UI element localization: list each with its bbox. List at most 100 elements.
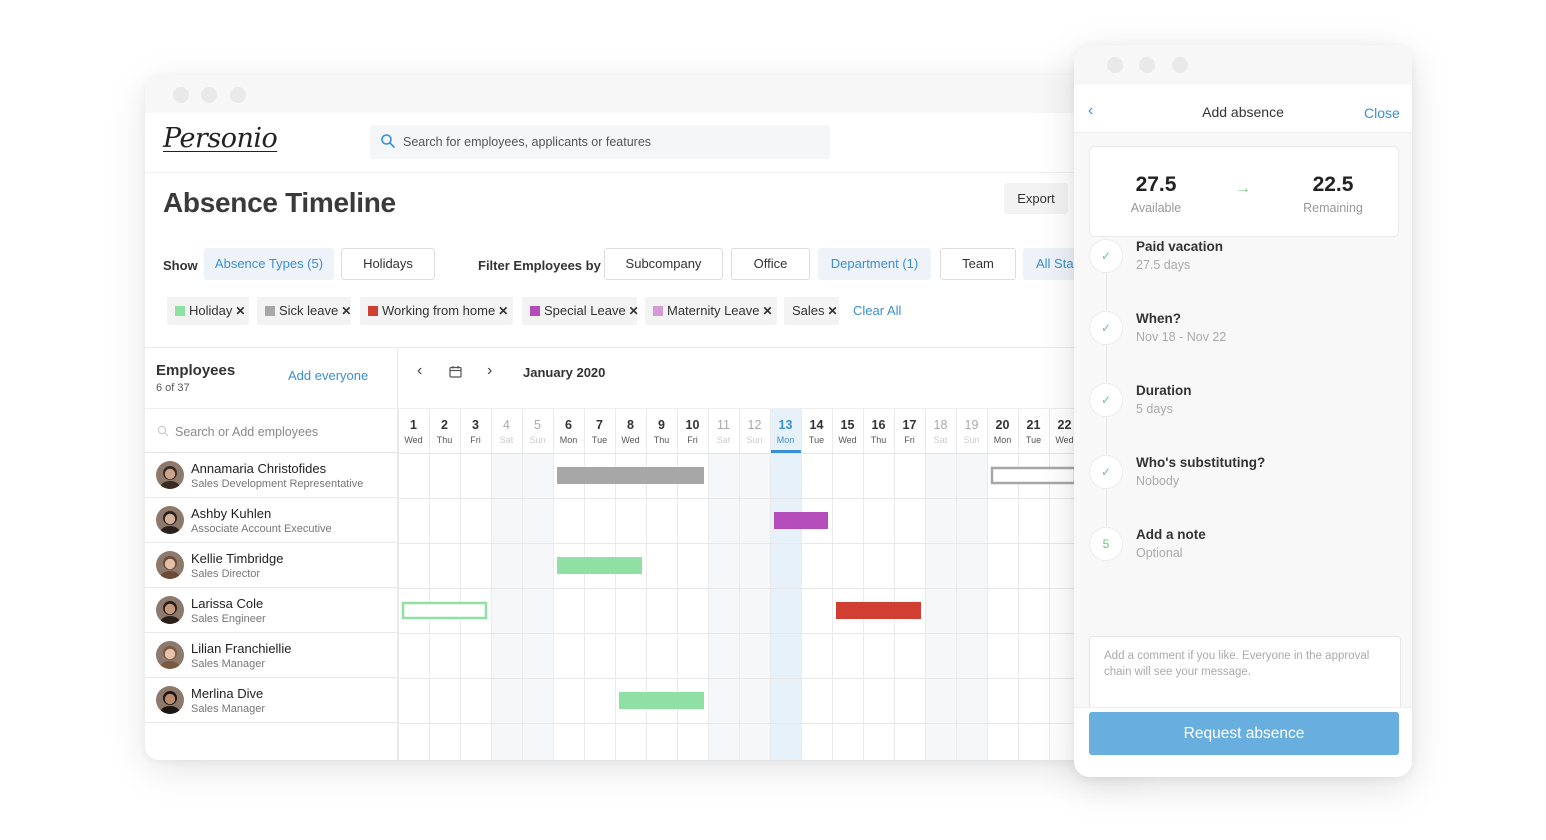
chip-maternity-leave[interactable]: Maternity Leave ✕	[645, 297, 777, 325]
absence-types-filter[interactable]: Absence Types (5)	[204, 248, 334, 280]
day-name: Sat	[933, 435, 948, 445]
next-month-icon[interactable]: ›	[487, 362, 493, 379]
day-number: 7	[596, 418, 603, 432]
step-title[interactable]: When?	[1136, 311, 1181, 326]
day-number: 14	[809, 418, 824, 432]
day-number: 13	[778, 418, 793, 432]
employee-row[interactable]: Annamaria Christofides Sales Development…	[145, 453, 398, 498]
remove-chip-icon[interactable]: ✕	[628, 304, 639, 318]
step-title[interactable]: Paid vacation	[1136, 239, 1224, 254]
remove-chip-icon[interactable]: ✕	[235, 304, 246, 318]
employee-role: Sales Director	[191, 568, 261, 580]
step-subtitle: Optional	[1136, 546, 1183, 560]
global-search-input[interactable]: Search for employees, applicants or feat…	[370, 125, 830, 159]
employee-name: Kellie Timbridge	[191, 551, 284, 566]
search-icon	[381, 134, 395, 148]
employee-row[interactable]: Merlina Dive Sales Manager	[145, 678, 398, 723]
remove-chip-icon[interactable]: ✕	[827, 304, 838, 318]
add-everyone-link[interactable]: Add everyone	[288, 368, 369, 383]
step-title[interactable]: Add a note	[1136, 527, 1206, 542]
day-number: 8	[627, 418, 634, 432]
sick-leave-swatch	[265, 306, 275, 316]
step-subtitle: 27.5 days	[1136, 258, 1191, 272]
window-minimize-dot[interactable]	[201, 87, 217, 103]
absence-bar[interactable]	[401, 601, 488, 620]
step-check-icon[interactable]: ✓	[1089, 455, 1123, 489]
absence-bar[interactable]	[557, 557, 642, 574]
employee-search-input[interactable]: Search or Add employees	[145, 408, 398, 453]
absence-bar[interactable]	[990, 466, 1077, 485]
chip-special-leave[interactable]: Special Leave ✕	[522, 297, 639, 325]
personio-logo[interactable]: Personio	[163, 123, 278, 154]
prev-month-icon[interactable]: ‹	[417, 362, 423, 379]
window-titlebar	[1074, 45, 1412, 85]
step-number-badge[interactable]: 5	[1089, 527, 1123, 561]
step-check-icon[interactable]: ✓	[1089, 239, 1123, 273]
add-absence-body: 27.5 Available → 22.5 Remaining ✓ Paid va…	[1074, 132, 1412, 735]
absence-bar[interactable]	[774, 512, 828, 529]
chip-working-from-home[interactable]: Working from home ✕	[360, 297, 513, 325]
remove-chip-icon[interactable]: ✕	[341, 304, 352, 318]
request-absence-button[interactable]: Request absence	[1089, 712, 1399, 755]
day-name: Thu	[870, 435, 887, 445]
remove-chip-icon[interactable]: ✕	[762, 304, 773, 318]
step-check-icon[interactable]: ✓	[1089, 311, 1123, 345]
day-name: Wed	[1055, 435, 1074, 445]
remove-chip-icon[interactable]: ✕	[498, 304, 509, 318]
step-check-icon[interactable]: ✓	[1089, 383, 1123, 417]
window-close-dot[interactable]	[173, 87, 189, 103]
step-title[interactable]: Duration	[1136, 383, 1192, 398]
employee-role: Sales Manager	[191, 703, 265, 715]
day-number: 9	[658, 418, 665, 432]
team-filter[interactable]: Team	[940, 248, 1016, 280]
window-close-dot[interactable]	[1107, 57, 1123, 73]
step-title[interactable]: Who's substituting?	[1136, 455, 1266, 470]
chip-sick-leave[interactable]: Sick leave ✕	[257, 297, 351, 325]
day-name: Sun	[746, 435, 763, 445]
day-number: 15	[840, 418, 855, 432]
chip-holiday[interactable]: Holiday ✕	[167, 297, 249, 325]
department-filter[interactable]: Department (1)	[818, 248, 931, 280]
special-leave-swatch	[530, 306, 540, 316]
employee-row[interactable]: Larissa Cole Sales Engineer	[145, 588, 398, 633]
absence-bar[interactable]	[836, 602, 921, 619]
export-button[interactable]: Export	[1004, 183, 1068, 214]
day-number: 11	[717, 418, 730, 432]
avatar	[156, 641, 184, 669]
divider	[145, 347, 1145, 348]
chip-label: Maternity Leave	[667, 303, 760, 318]
employee-row[interactable]: Kellie Timbridge Sales Director	[145, 543, 398, 588]
window-maximize-dot[interactable]	[1172, 57, 1188, 73]
avatar	[156, 506, 184, 534]
day-number: 1	[410, 418, 417, 432]
chip-label: Special Leave	[544, 303, 626, 318]
office-filter[interactable]: Office	[731, 248, 810, 280]
calendar-nav: ‹ › January 2020	[398, 348, 1145, 408]
employee-row[interactable]: Lilian Franchiellie Sales Manager	[145, 633, 398, 678]
calendar-icon[interactable]	[449, 365, 462, 378]
employee-row[interactable]: Ashby Kuhlen Associate Account Executive	[145, 498, 398, 543]
close-button[interactable]: Close	[1364, 105, 1400, 121]
back-chevron-icon[interactable]: ‹	[1088, 102, 1094, 119]
chip-sales[interactable]: Sales ✕	[784, 297, 839, 325]
avatar	[156, 686, 184, 714]
window-minimize-dot[interactable]	[1139, 57, 1155, 73]
subcompany-filter[interactable]: Subcompany	[604, 248, 723, 280]
day-name: Wed	[404, 435, 423, 445]
page-title: Absence Timeline	[163, 187, 396, 218]
day-name: Tue	[808, 435, 825, 445]
day-name: Mon	[559, 435, 578, 445]
window-maximize-dot[interactable]	[230, 87, 246, 103]
chip-label: Holiday	[189, 303, 233, 318]
employees-title: Employees	[156, 362, 236, 379]
absence-bar[interactable]	[619, 692, 704, 709]
add-absence-window: ‹ Add absence Close 27.5 Available → 22.…	[1074, 45, 1412, 777]
chip-label: Sick leave	[279, 303, 339, 318]
clear-all-link[interactable]: Clear All	[853, 303, 902, 318]
holidays-filter[interactable]: Holidays	[341, 248, 435, 280]
employee-name: Ashby Kuhlen	[191, 506, 272, 521]
day-number: 16	[871, 418, 886, 432]
filter-employees-label: Filter Employees by	[478, 258, 601, 273]
balance-card: 27.5 Available → 22.5 Remaining	[1089, 146, 1399, 237]
absence-bar[interactable]	[557, 467, 704, 484]
